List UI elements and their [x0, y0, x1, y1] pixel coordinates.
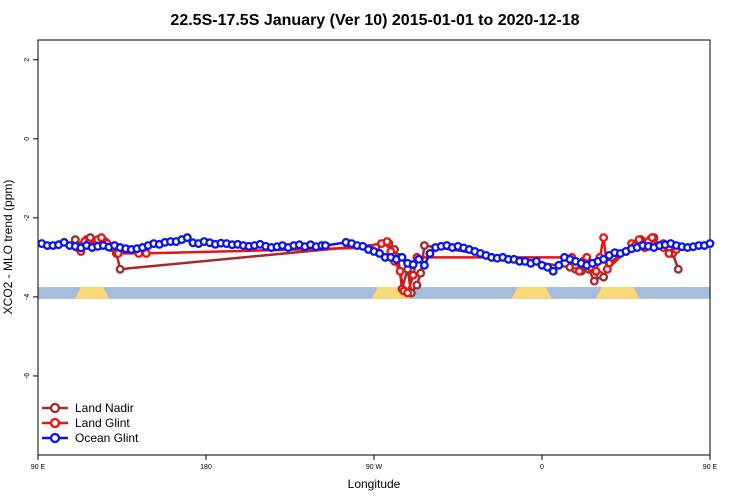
x-axis: 90 E 180 90 W 0 90 E [31, 455, 718, 471]
data-point-land-glint [634, 235, 644, 245]
legend-label: Land Glint [75, 416, 130, 430]
data-point-ocean-glint [408, 260, 418, 269]
data-point-ocean-glint [321, 241, 330, 250]
data-point-land-glint [599, 233, 609, 243]
series-layer [37, 233, 715, 298]
chart-title: 22.5S-17.5S January (Ver 10) 2015-01-01 … [170, 12, 579, 29]
y-tick-label: -4 [24, 294, 31, 300]
data-point-land-glint [403, 288, 413, 298]
data-point-land-glint [382, 237, 392, 247]
x-tick-label: 90 E [703, 464, 718, 471]
land-strip-segment [511, 287, 552, 299]
data-point-land-glint [97, 233, 106, 243]
legend-label: Land Nadir [75, 401, 134, 415]
x-axis-label: Longitude [348, 477, 401, 491]
data-point-ocean-glint [375, 248, 385, 258]
legend-item-land-glint: Land Glint [42, 416, 130, 430]
data-point-ocean-glint [414, 254, 424, 264]
data-point-ocean-glint [182, 233, 192, 243]
data-point-land-glint [574, 266, 584, 276]
data-point-land-glint [591, 266, 601, 276]
data-point-land-glint [602, 264, 612, 274]
y-tick-label: -2 [24, 215, 31, 221]
x-tick-label: 90 E [31, 464, 46, 471]
data-point-ocean-glint [419, 260, 429, 270]
data-point-land-nadir [412, 280, 422, 290]
legend-item-ocean-glint: Ocean Glint [42, 431, 139, 445]
land-strip-segment [595, 287, 640, 299]
data-point-land-nadir [115, 264, 125, 274]
data-point-land-glint [582, 252, 592, 262]
surface-strip [38, 287, 710, 299]
data-point-ocean-glint [425, 248, 435, 258]
x-tick-label: 180 [200, 464, 212, 471]
data-point-land-glint [141, 248, 151, 258]
ocean-strip [38, 287, 710, 299]
data-point-ocean-glint [554, 260, 564, 270]
y-axis-label: XCO2 - MLO trend (ppm) [1, 180, 15, 315]
y-tick-label: 2 [24, 58, 31, 62]
data-point-land-glint [395, 266, 405, 276]
legend-marker [49, 402, 61, 414]
x-tick-label: 90 W [366, 464, 383, 471]
data-point-ocean-glint [599, 254, 609, 264]
data-point-land-nadir [416, 268, 426, 278]
data-point-land-nadir [599, 272, 609, 282]
legend-marker [49, 432, 61, 444]
data-point-ocean-glint [543, 262, 553, 272]
y-tick-label: 0 [24, 137, 31, 141]
data-point-ocean-glint [548, 266, 558, 276]
data-point-land-nadir [419, 241, 429, 250]
data-point-land-nadir [673, 264, 683, 274]
y-axis: 2 0 -2 -4 -6 [24, 58, 38, 379]
data-point-ocean-glint [397, 252, 407, 262]
y-tick-label: -6 [24, 373, 31, 379]
legend-item-land-nadir: Land Nadir [42, 401, 134, 415]
data-point-land-glint [408, 270, 418, 280]
legend-marker [49, 417, 61, 429]
data-point-land-glint [647, 233, 657, 243]
land-strip-segment [74, 287, 110, 299]
data-point-ocean-glint [705, 239, 715, 248]
data-point-land-nadir [589, 276, 599, 286]
series-ocean-glint [37, 233, 715, 276]
data-point-land-glint [664, 248, 674, 258]
x-tick-label: 0 [540, 464, 544, 471]
legend-label: Ocean Glint [75, 431, 139, 445]
data-point-ocean-glint [531, 256, 541, 266]
